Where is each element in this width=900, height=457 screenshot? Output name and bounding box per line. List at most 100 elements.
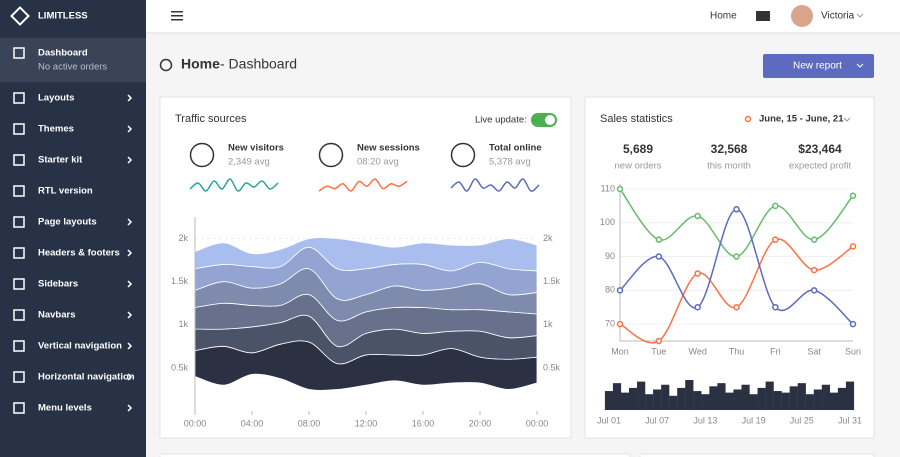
y-tick-label: 80 <box>605 285 615 295</box>
bar <box>845 381 855 410</box>
menu-item[interactable]: Horizontal navigation <box>38 372 135 383</box>
x-tick-label: 08:00 <box>298 418 321 428</box>
point <box>849 243 857 250</box>
bar <box>765 381 774 410</box>
point <box>733 253 740 260</box>
bar <box>789 386 798 410</box>
bar <box>773 391 782 410</box>
card-below <box>159 453 631 457</box>
sparkline <box>318 178 408 192</box>
bar <box>645 394 654 410</box>
menu-chevron <box>127 249 133 257</box>
point <box>849 320 857 328</box>
y-tick-label: 70 <box>605 318 615 328</box>
sales-stat-label: this month <box>707 161 751 172</box>
x-tick-label: Mon <box>611 346 629 356</box>
button-label[interactable]: New report <box>793 61 842 72</box>
stat-label: New visitors <box>228 143 284 154</box>
x-tick-label: 04:00 <box>241 418 264 428</box>
button-caret <box>856 63 864 68</box>
point <box>616 320 624 328</box>
x-tick-label: Thu <box>729 346 745 356</box>
bar <box>637 381 646 410</box>
bar <box>709 386 718 410</box>
stat-icon <box>318 142 344 168</box>
sparkline <box>189 178 279 192</box>
sales-stat-label: new orders <box>615 161 662 172</box>
card-below <box>639 453 875 457</box>
sidebar-active <box>0 38 146 82</box>
x-tick-label: 00:00 <box>184 418 207 428</box>
bar <box>669 395 678 410</box>
x-tick-label: 16:00 <box>412 418 435 428</box>
menu-icon <box>13 340 25 352</box>
menu-item[interactable]: RTL version <box>38 186 93 197</box>
menu-item[interactable]: Sidebars <box>38 279 78 290</box>
mail-icon[interactable] <box>756 11 770 21</box>
menu-chevron <box>127 218 133 226</box>
range-caret <box>843 117 851 122</box>
menu-item[interactable]: Headers & footers <box>38 248 120 259</box>
y2-tick-label: 0.5k <box>543 362 561 372</box>
y-tick-label: 1.5k <box>171 276 189 286</box>
x-tick-label: Jul 01 <box>597 415 621 425</box>
menu-chevron <box>127 280 133 288</box>
bar <box>604 391 614 410</box>
menu-chevron <box>127 404 133 412</box>
avatar[interactable] <box>791 5 813 27</box>
point <box>694 212 701 220</box>
menu-item[interactable]: Menu levels <box>38 403 92 414</box>
new-report-button[interactable] <box>763 54 874 78</box>
sales-range[interactable]: June, 15 - June, 21 <box>759 114 844 125</box>
menu-icon <box>13 309 25 321</box>
menu-item[interactable]: Starter kit <box>38 155 83 166</box>
y2-tick-label: 1.5k <box>543 276 561 286</box>
menu-chevron <box>127 342 133 350</box>
point <box>772 236 779 243</box>
menu-icon <box>13 92 25 104</box>
stat-value: 08:20 avg <box>357 157 399 168</box>
bar <box>733 389 742 410</box>
bar <box>612 383 622 410</box>
nav-home[interactable]: Home <box>710 11 737 22</box>
navbar <box>146 0 900 33</box>
menu-toggle[interactable] <box>171 11 183 21</box>
menu-icon <box>13 154 25 166</box>
stream-layer <box>194 237 538 272</box>
menu-item[interactable]: Themes <box>38 124 74 135</box>
stat-value: 2,349 avg <box>228 157 270 168</box>
sparkline <box>450 178 540 192</box>
stat-label: New sessions <box>357 143 420 154</box>
nav-user[interactable]: Victoria <box>821 11 855 22</box>
menu-item[interactable]: Navbars <box>38 310 76 321</box>
brand: LIMITLESS <box>38 11 88 22</box>
bar <box>677 387 686 410</box>
back-icon[interactable] <box>159 58 173 72</box>
x-tick-label: 12:00 <box>355 418 378 428</box>
point <box>772 202 779 210</box>
bar <box>717 383 726 410</box>
bar <box>813 389 822 410</box>
y2-tick-label: 1k <box>543 319 553 329</box>
menu-item[interactable]: Layouts <box>38 93 74 104</box>
x-tick-label: 00:00 <box>526 418 549 428</box>
menu-item[interactable]: Page layouts <box>38 217 97 228</box>
menu-item[interactable]: Dashboard <box>38 48 88 59</box>
point <box>733 303 740 311</box>
menu-subtitle: No active orders <box>38 62 107 73</box>
sales-stat-value: 32,568 <box>711 142 748 156</box>
bar <box>685 380 694 410</box>
point <box>733 206 740 213</box>
x-tick-label: Jul 31 <box>838 415 862 425</box>
x-tick-label: Sat <box>807 346 821 356</box>
x-tick-label: Fri <box>770 346 781 356</box>
x-tick-label: Wed <box>688 346 706 356</box>
point <box>849 192 857 200</box>
sales-stat-value: 5,689 <box>623 142 653 156</box>
bar <box>653 389 662 410</box>
point <box>810 266 818 274</box>
x-tick-label: Sun <box>845 346 861 356</box>
y-tick-label: 2k <box>178 233 188 243</box>
menu-item[interactable]: Vertical navigation <box>38 341 122 352</box>
stat-label: Total online <box>489 143 542 154</box>
